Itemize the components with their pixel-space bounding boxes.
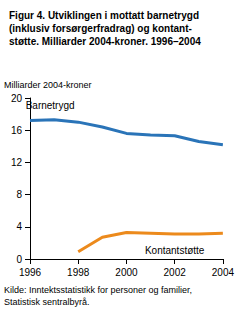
svg-text:16: 16 (11, 125, 23, 136)
svg-text:Kilde: Inntektsstatistikk for: Kilde: Inntektsstatistikk for personer o… (4, 285, 192, 295)
svg-text:1998: 1998 (67, 267, 90, 278)
svg-text:4: 4 (16, 221, 22, 232)
svg-text:støtte. Milliarder 2004-kroner: støtte. Milliarder 2004-kroner. 1996–200… (9, 36, 201, 47)
svg-text:8: 8 (16, 189, 22, 200)
svg-text:2000: 2000 (115, 267, 138, 278)
svg-text:1996: 1996 (19, 267, 42, 278)
svg-text:Figur 4. Utviklingen i mottatt: Figur 4. Utviklingen i mottatt barnetryg… (9, 10, 199, 21)
svg-text:12: 12 (11, 157, 23, 168)
svg-text:2002: 2002 (164, 267, 187, 278)
svg-text:Kontantstøtte: Kontantstøtte (145, 245, 205, 256)
svg-text:Milliarder 2004-kroner: Milliarder 2004-kroner (4, 80, 92, 90)
svg-text:2004: 2004 (212, 267, 235, 278)
svg-text:Statistisk sentralbyrå.: Statistisk sentralbyrå. (4, 297, 90, 307)
svg-text:Barnetrygd: Barnetrygd (26, 100, 75, 111)
svg-text:0: 0 (16, 254, 22, 265)
svg-text:(inklusiv forsørgerfradrag) og: (inklusiv forsørgerfradrag) og kontant- (9, 23, 192, 34)
svg-text:20: 20 (11, 93, 23, 104)
